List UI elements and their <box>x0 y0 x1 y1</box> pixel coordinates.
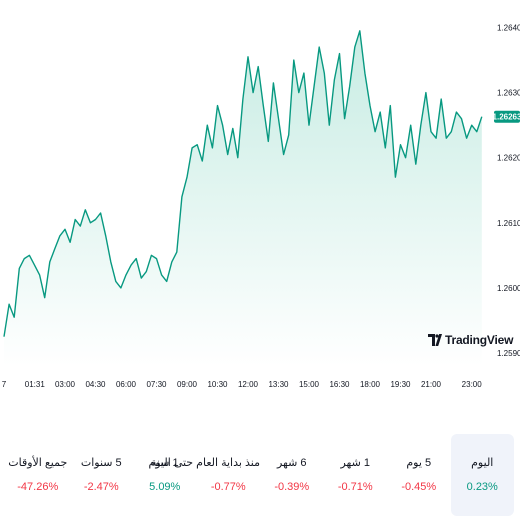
period-change-value: -2.47% <box>83 481 119 493</box>
period-3[interactable]: 6 شهر -0.39% <box>260 434 324 516</box>
y-tick-label: 1.26300 <box>497 89 520 98</box>
price-line <box>3 30 483 337</box>
x-tick-label: 12:00 <box>238 380 259 389</box>
period-label: اليوم <box>471 457 494 469</box>
x-tick-label: 04:30 <box>85 380 106 389</box>
current-price-label: 1.26263 <box>493 113 520 122</box>
x-tick-label: 10:30 <box>207 380 228 389</box>
current-price-tag <box>494 110 520 123</box>
x-tick-label: 7 <box>2 380 7 389</box>
period-label: 5 يوم <box>406 457 432 469</box>
period-6[interactable]: 5 سنوات -2.47% <box>70 434 134 516</box>
period-label: 1 سنة <box>150 457 179 469</box>
logo-text: TradingView <box>445 333 514 347</box>
x-tick-label: 01:31 <box>25 380 46 389</box>
period-change-value: 0.23% <box>466 481 498 493</box>
period-2[interactable]: 1 شهر -0.71% <box>324 434 388 516</box>
period-change-value: 5.09% <box>149 481 181 493</box>
x-tick-label: 21:00 <box>421 380 442 389</box>
x-tick-label: 15:00 <box>299 380 320 389</box>
period-label: جميع الأوقات <box>8 457 68 469</box>
tradingview-logo[interactable]: TradingView <box>428 333 513 347</box>
y-tick-label: 1.26000 <box>497 284 520 293</box>
period-5[interactable]: 1 سنة 5.09% <box>133 434 197 516</box>
period-change-value: -0.39% <box>274 481 310 493</box>
x-tick-label: 06:00 <box>116 380 137 389</box>
chart-svg[interactable]: 1.26400 1.26300 1.26200 1.26100 1.26000 1.259… <box>0 0 520 390</box>
tradingview-logo-icon <box>428 334 442 346</box>
period-change-value: -0.45% <box>401 481 437 493</box>
x-tick-label: 23:00 <box>462 380 483 389</box>
period-change-value: -47.26% <box>17 481 59 493</box>
period-label: 6 شهر <box>276 457 307 469</box>
x-tick-label: 07:30 <box>146 380 167 389</box>
performance-periods: اليوم 0.23% 5 يوم -0.45% 1 شهر -0.71% 6 شهر -0.… <box>0 434 520 516</box>
period-1[interactable]: 5 يوم -0.45% <box>387 434 451 516</box>
period-label: منذ بداية العام حتى اليوم <box>148 457 260 469</box>
y-tick-label: 1.26400 <box>497 24 520 33</box>
x-tick-label: 09:00 <box>177 380 198 389</box>
period-0[interactable]: اليوم 0.23% <box>450 434 514 516</box>
price-area-fill <box>4 30 482 367</box>
period-change-value: -0.71% <box>337 481 373 493</box>
y-tick-label: 1.26200 <box>497 154 520 163</box>
x-tick-label: 13:30 <box>268 380 289 389</box>
x-tick-label: 16:30 <box>329 380 350 389</box>
x-tick-label: 03:00 <box>55 380 76 389</box>
period-4[interactable]: منذ بداية العام حتى اليوم -0.77% <box>148 434 260 516</box>
y-tick-label: 1.26100 <box>497 219 520 228</box>
period-label: 1 شهر <box>340 457 371 469</box>
x-tick-label: 19:30 <box>390 380 411 389</box>
period-label: 5 سنوات <box>80 457 122 469</box>
period-change-value: -0.77% <box>210 481 246 493</box>
y-tick-label: 1.25900 <box>497 349 520 358</box>
x-tick-label: 18:00 <box>360 380 381 389</box>
price-chart[interactable]: 1.26400 1.26300 1.26200 1.26100 1.26000 1.259… <box>0 0 520 390</box>
period-7[interactable]: جميع الأوقات -47.26% <box>6 434 70 516</box>
